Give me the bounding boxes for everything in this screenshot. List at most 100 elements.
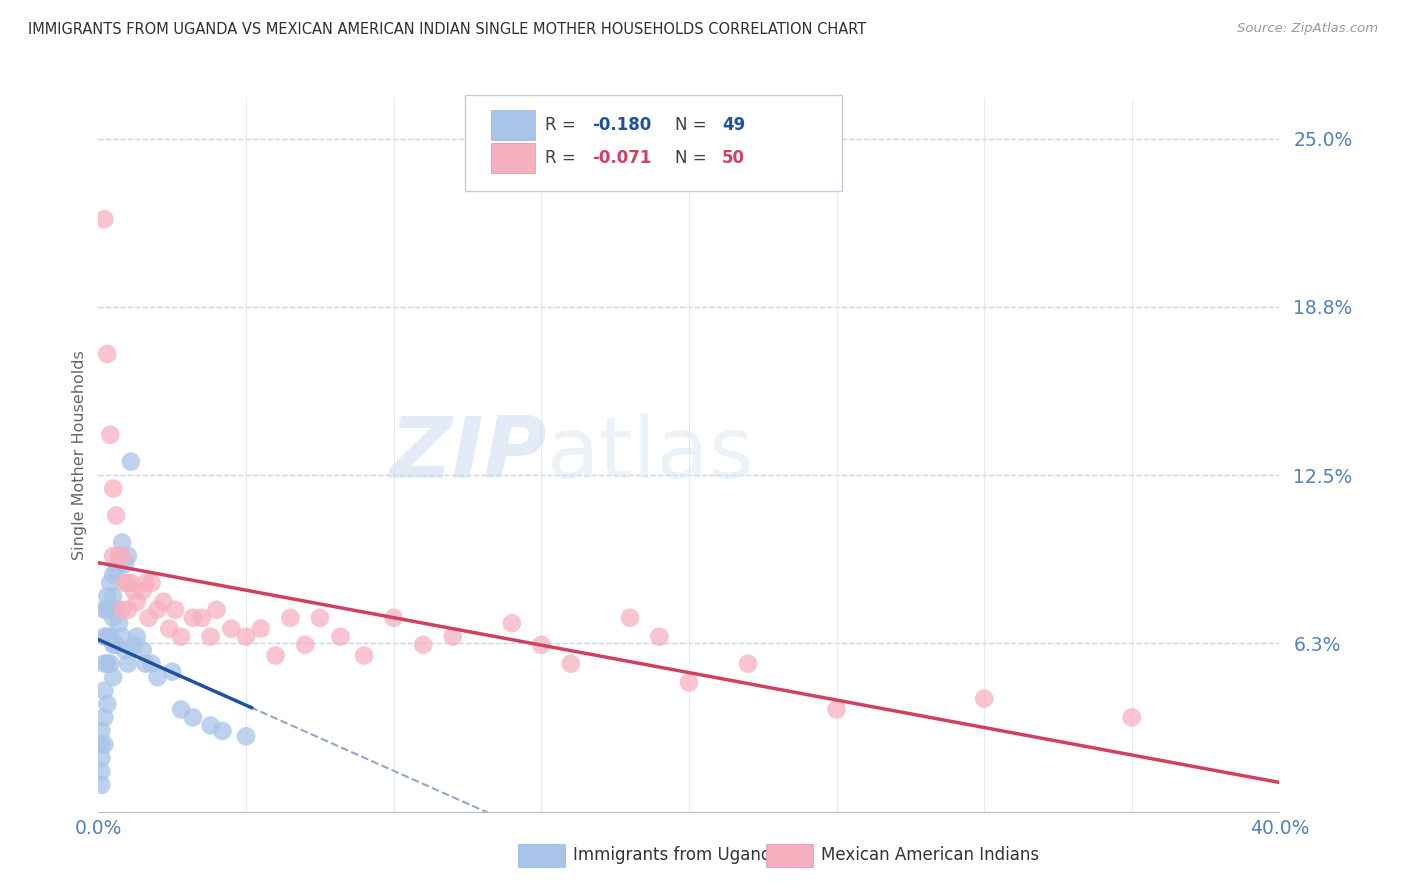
Point [108, 616, 131, 631]
Point [105, 562, 128, 576]
Point [105, 603, 128, 617]
Point [165, 603, 187, 617]
Point [111, 630, 134, 644]
Point [93, 738, 115, 752]
Point [103, 638, 125, 652]
Text: N =: N = [675, 149, 711, 167]
Point [93, 630, 115, 644]
FancyBboxPatch shape [766, 844, 813, 867]
Point [441, 630, 464, 644]
Point [141, 575, 163, 590]
Point [111, 603, 134, 617]
Text: R =: R = [546, 116, 581, 134]
Point [93, 710, 115, 724]
Point [117, 657, 139, 671]
Point [90, 778, 112, 792]
Point [181, 710, 204, 724]
Point [353, 648, 375, 663]
Point [93, 683, 115, 698]
Point [170, 702, 193, 716]
Point [412, 638, 434, 652]
Point [309, 611, 332, 625]
Point [114, 575, 136, 590]
Point [103, 549, 125, 563]
Point [264, 648, 287, 663]
Point [294, 638, 316, 652]
Point [105, 508, 128, 523]
Point [114, 557, 136, 571]
FancyBboxPatch shape [517, 844, 565, 867]
Text: Mexican American Indians: Mexican American Indians [821, 847, 1039, 864]
Point [98, 630, 121, 644]
Point [530, 638, 553, 652]
Point [648, 630, 671, 644]
Point [200, 630, 222, 644]
Point [96, 697, 118, 711]
Point [103, 482, 125, 496]
Point [125, 595, 148, 609]
Point [117, 575, 139, 590]
Point [90, 723, 112, 738]
Point [103, 670, 125, 684]
Text: -0.071: -0.071 [592, 149, 651, 167]
Text: atlas: atlas [547, 413, 755, 497]
Point [135, 657, 157, 671]
Point [111, 549, 134, 563]
Point [117, 603, 139, 617]
Point [825, 702, 848, 716]
FancyBboxPatch shape [491, 110, 536, 139]
Point [108, 549, 131, 563]
Point [103, 611, 125, 625]
Point [737, 657, 759, 671]
Point [162, 665, 183, 679]
Y-axis label: Single Mother Households: Single Mother Households [72, 350, 87, 560]
Text: Immigrants from Uganda: Immigrants from Uganda [574, 847, 782, 864]
Point [146, 603, 169, 617]
Point [96, 657, 118, 671]
Point [93, 603, 115, 617]
Point [125, 630, 148, 644]
Point [93, 212, 115, 227]
Point [138, 611, 160, 625]
Text: -0.180: -0.180 [592, 116, 651, 134]
Point [200, 718, 222, 732]
Text: Source: ZipAtlas.com: Source: ZipAtlas.com [1237, 22, 1378, 36]
Point [111, 535, 134, 549]
Text: R =: R = [546, 149, 581, 167]
Point [122, 638, 145, 652]
Point [90, 751, 112, 765]
Point [98, 657, 121, 671]
Point [501, 616, 523, 631]
Point [157, 622, 180, 636]
Point [96, 630, 118, 644]
Point [619, 611, 641, 625]
Point [181, 611, 204, 625]
Point [117, 549, 139, 563]
Text: 49: 49 [723, 116, 745, 134]
Point [135, 575, 157, 590]
Point [114, 643, 136, 657]
Point [235, 630, 257, 644]
Point [141, 657, 163, 671]
FancyBboxPatch shape [464, 95, 842, 191]
Point [191, 611, 214, 625]
Point [560, 657, 582, 671]
Point [105, 638, 128, 652]
Text: IMMIGRANTS FROM UGANDA VS MEXICAN AMERICAN INDIAN SINGLE MOTHER HOUSEHOLDS CORRE: IMMIGRANTS FROM UGANDA VS MEXICAN AMERIC… [28, 22, 866, 37]
Point [132, 643, 155, 657]
Point [1121, 710, 1143, 724]
Point [329, 630, 352, 644]
Point [93, 657, 115, 671]
Point [973, 691, 995, 706]
Point [278, 611, 302, 625]
Point [250, 622, 273, 636]
Point [96, 347, 118, 361]
Point [120, 575, 142, 590]
Point [152, 595, 174, 609]
Point [235, 729, 257, 743]
Point [219, 622, 242, 636]
Point [132, 583, 155, 598]
Point [103, 567, 125, 582]
Point [122, 583, 145, 598]
Text: ZIP: ZIP [389, 413, 547, 497]
